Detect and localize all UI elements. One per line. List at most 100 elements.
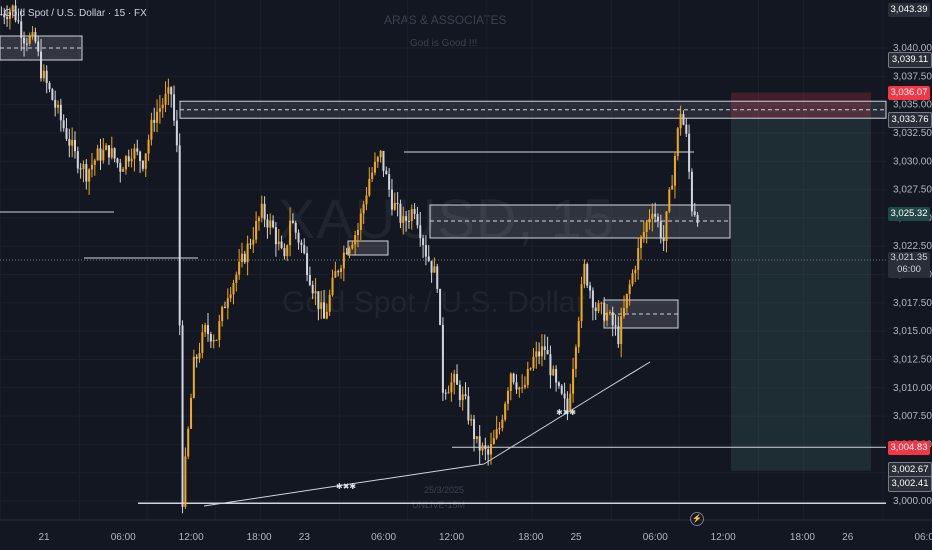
candle-body (365, 195, 368, 205)
candle-body (320, 302, 323, 309)
candle-body (473, 419, 476, 440)
x-tick-label: 23 (299, 532, 311, 543)
candle-body (696, 214, 699, 224)
candle-body (549, 354, 552, 376)
candle-body (99, 148, 102, 161)
candle-body (631, 273, 634, 285)
candle-body (25, 43, 28, 45)
candle-body (580, 284, 583, 322)
candle-body (543, 346, 546, 350)
flash-icon[interactable]: ⚡ (690, 512, 704, 526)
candle-body (402, 216, 405, 223)
candle-body (294, 222, 297, 233)
candle-body (240, 253, 243, 262)
symbol-legend[interactable]: Gold Spot / U.S. Dollar · 15 · FX (4, 8, 147, 19)
price-badge-top: 3,043.39 (888, 3, 930, 17)
price-badge-low2: 3,002.41 (888, 476, 932, 492)
price-badge-target: 3,036.07 (888, 86, 930, 100)
candle-body (119, 162, 122, 172)
candle-body (634, 269, 637, 274)
candle-body (651, 213, 654, 219)
candle-body (161, 104, 164, 109)
candle-body (532, 356, 535, 369)
candle-body (116, 158, 119, 163)
candle-body (413, 209, 416, 214)
candle-body (88, 169, 91, 182)
candle-body (204, 325, 207, 333)
y-tick-label: 3,037.50 (893, 71, 932, 82)
candle-body (127, 156, 130, 162)
candle-body (458, 384, 461, 401)
y-tick-label: 3,000.00 (893, 496, 932, 507)
candle-body (156, 111, 159, 123)
candle-body (277, 241, 280, 245)
big-watermark-symbol: XAUUSD, 15 (278, 187, 614, 250)
candle-body (515, 382, 518, 390)
candle-body (8, 11, 11, 19)
candle-body (390, 189, 393, 210)
candle-body (243, 253, 246, 263)
candle-body (668, 189, 671, 212)
candle-body (478, 436, 481, 451)
trendline-upper (603, 361, 651, 391)
candle-body (501, 419, 504, 428)
candle-body (572, 368, 575, 394)
candle-body (6, 17, 9, 19)
candle-body (144, 153, 147, 169)
candle-body (685, 124, 688, 134)
candle-body (34, 32, 37, 42)
x-tick-label: 18:00 (247, 532, 272, 543)
candle-body (286, 245, 289, 257)
candle-body (422, 238, 425, 246)
x-tick-label: 26 (842, 532, 854, 543)
y-tick-label: 3,022.50 (893, 241, 932, 252)
candle-body (461, 394, 464, 401)
candle-body (164, 93, 167, 105)
candle-body (427, 256, 430, 261)
candle-body (574, 347, 577, 369)
candle-body (441, 324, 444, 393)
y-tick-label: 3,030.00 (893, 156, 932, 167)
candle-body (671, 185, 674, 190)
candle-body (170, 87, 173, 95)
candle-body (215, 339, 218, 341)
candle-body (407, 220, 410, 222)
candle-body (209, 334, 212, 342)
x-tick-label: 25 (570, 532, 582, 543)
trendline-mid (483, 389, 605, 465)
candle-body (331, 277, 334, 295)
candle-body (59, 104, 62, 121)
candle-body (379, 150, 382, 158)
candle-body (679, 114, 682, 129)
candle-body (371, 172, 374, 179)
candle-body (529, 368, 532, 370)
watermark-subtitle: God is Good !!! (410, 38, 478, 49)
candle-body (594, 307, 597, 312)
candle-body (314, 291, 317, 294)
y-tick-label: 3,027.50 (893, 185, 932, 196)
candle-body (105, 145, 108, 150)
candle-body (348, 248, 351, 254)
candle-body (645, 222, 648, 232)
candle-body (416, 213, 419, 226)
candle-body (96, 148, 99, 161)
candle-body (359, 213, 362, 230)
candle-body (150, 119, 153, 140)
candle-body (436, 266, 439, 289)
pattern-annotation-2: ✱✖✱ (556, 408, 577, 417)
candle-body (181, 325, 184, 507)
candle-body (266, 219, 269, 228)
candle-body (255, 221, 258, 240)
candle-body (628, 284, 631, 294)
candle-body (257, 217, 260, 222)
candle-body (28, 36, 31, 44)
candle-body (557, 382, 560, 386)
candle-body (538, 351, 541, 357)
candle-body (444, 392, 447, 394)
candle-body (79, 168, 82, 170)
candle-body (665, 211, 668, 242)
candle-body (688, 133, 691, 172)
candle-body (419, 225, 422, 239)
